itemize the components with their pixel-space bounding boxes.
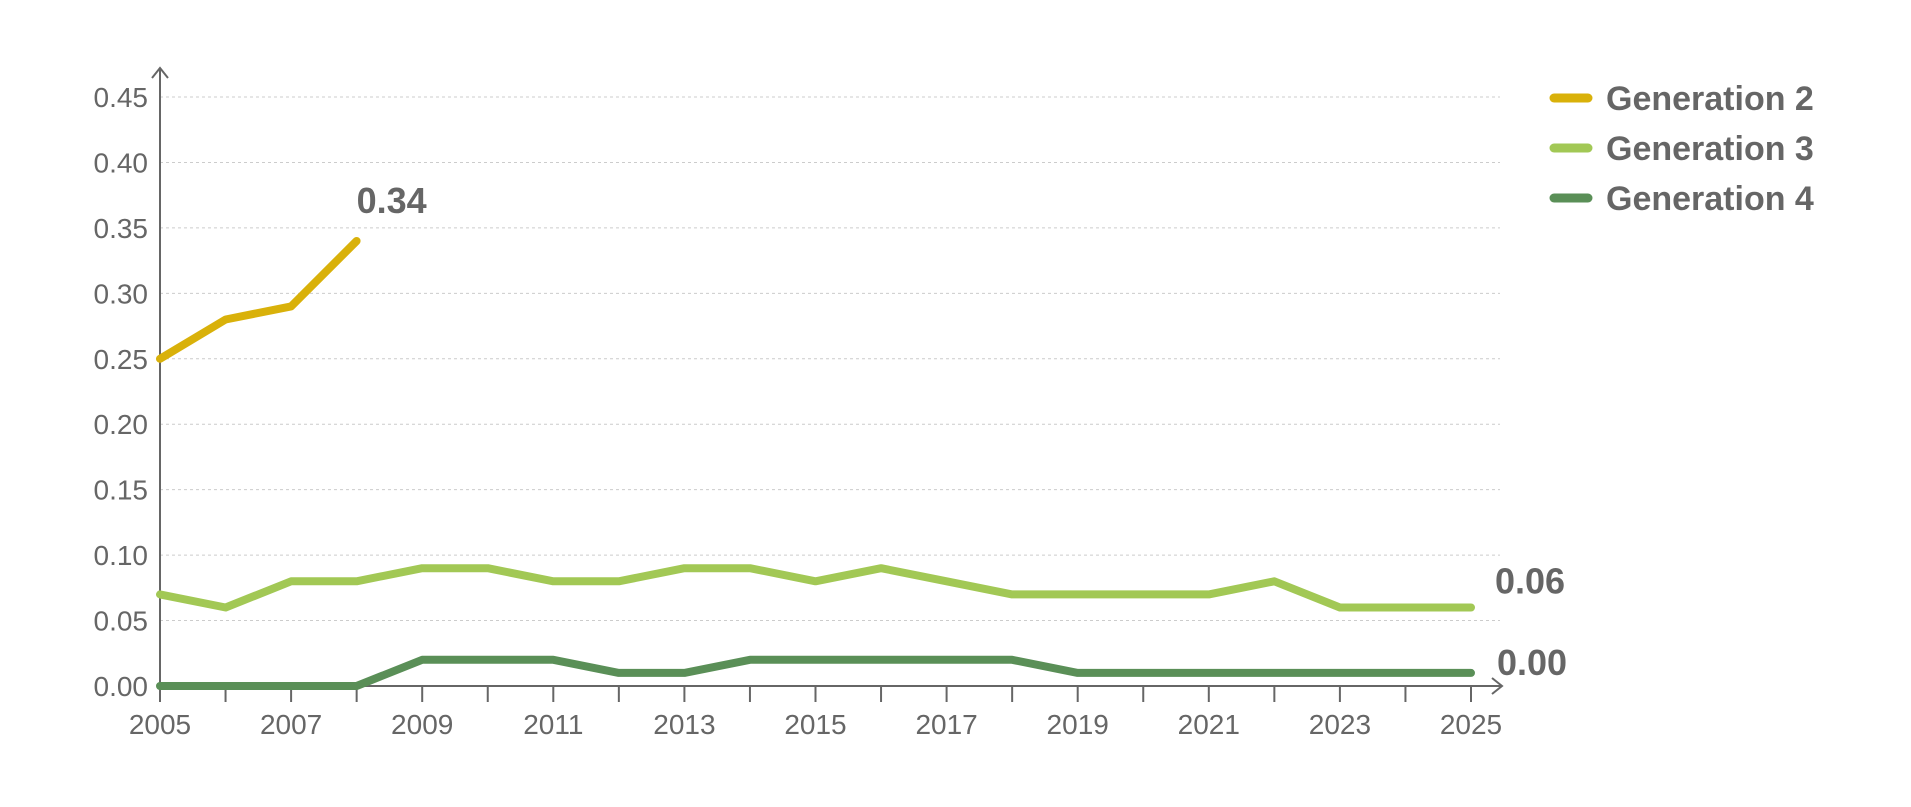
end-label-generation-2: 0.34 [357, 180, 427, 221]
x-tick-label: 2023 [1309, 709, 1371, 740]
gridlines [160, 96, 1500, 622]
legend-label: Generation 4 [1606, 180, 1814, 218]
x-tick-label: 2009 [391, 709, 453, 740]
y-tick-label: 0.25 [94, 344, 149, 375]
y-tick-label: 0.10 [94, 540, 149, 571]
x-tick-label: 2017 [915, 709, 977, 740]
y-tick-label: 0.45 [94, 82, 149, 113]
x-tick-label: 2015 [784, 709, 846, 740]
x-tick-label: 2011 [523, 709, 583, 740]
series-lines [156, 237, 1475, 690]
x-tick-label: 2019 [1047, 709, 1109, 740]
x-tick-label: 2005 [129, 709, 191, 740]
x-axis-arrow [1491, 677, 1504, 695]
axes: 0.00 0.05 0.10 0.15 0.20 0.25 0.30 0.35 0.40 0.45… [94, 66, 1504, 740]
x-tick-label: 2013 [653, 709, 715, 740]
y-tick-label: 0.40 [94, 147, 149, 178]
y-tick-label: 0.30 [94, 278, 149, 309]
x-tick-label: 2007 [260, 709, 322, 740]
end-labels: 0.34 0.06 0.00 [357, 180, 1567, 683]
y-tick-label: 0.20 [94, 409, 149, 440]
series-line-generation-2 [156, 237, 361, 363]
legend-label: Generation 2 [1606, 80, 1814, 118]
x-tick-label: 2021 [1178, 709, 1240, 740]
legend: Generation 2 Generation 3 Generation 4 [1549, 80, 1814, 218]
y-tick-label: 0.15 [94, 475, 149, 506]
legend-label: Generation 3 [1606, 130, 1814, 168]
series-line-generation-3 [156, 564, 1475, 612]
y-axis-arrow [151, 66, 169, 79]
series-line-generation-4 [156, 655, 1475, 690]
x-tick-label: 2025 [1440, 709, 1502, 740]
end-label-generation-3: 0.06 [1495, 560, 1565, 601]
end-label-generation-4: 0.00 [1497, 642, 1567, 683]
y-tick-label: 0.00 [94, 671, 149, 702]
y-tick-label: 0.05 [94, 606, 149, 637]
y-tick-label: 0.35 [94, 213, 149, 244]
